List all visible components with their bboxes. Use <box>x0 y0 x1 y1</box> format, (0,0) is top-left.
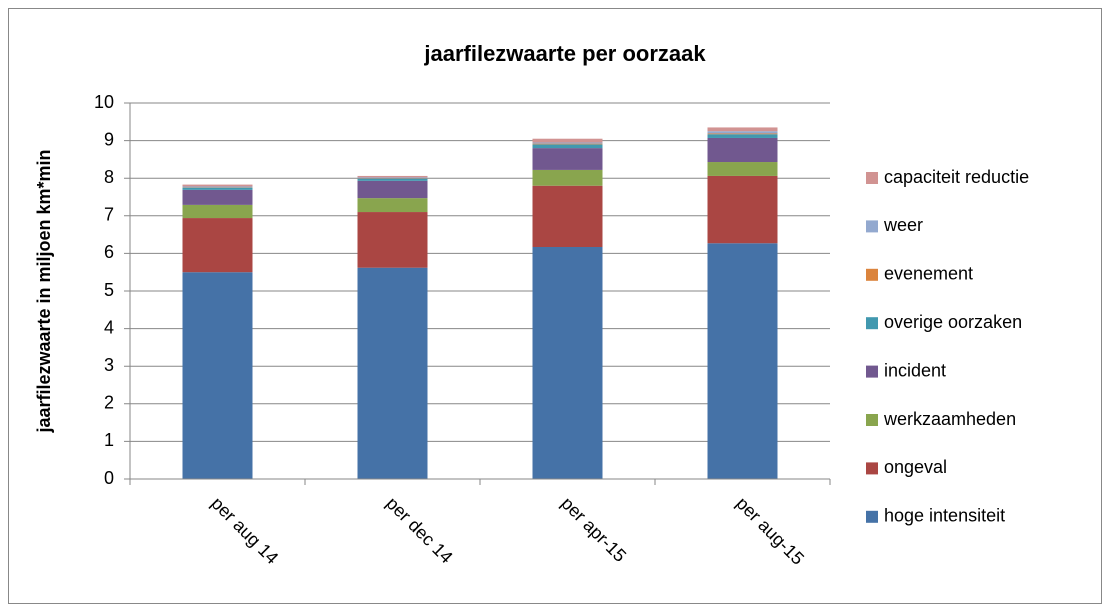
bar-segment <box>707 162 778 176</box>
legend-swatch <box>866 220 878 233</box>
bar-segment <box>357 180 428 199</box>
bar-segment <box>707 133 778 135</box>
legend-swatch <box>866 414 878 426</box>
legend-swatch <box>866 172 878 184</box>
legend-label: ongeval <box>884 457 947 477</box>
legend-swatch <box>866 510 878 523</box>
bar-segment <box>182 187 253 190</box>
bar-segment <box>532 138 603 143</box>
legend-label: weer <box>883 215 923 235</box>
legend-label: incident <box>884 360 946 380</box>
bar-segment <box>357 178 428 181</box>
y-tick-label: 10 <box>94 92 114 112</box>
y-tick-label: 2 <box>104 393 114 413</box>
bar-segment <box>532 144 603 149</box>
y-tick-label: 6 <box>104 242 114 262</box>
y-tick-label: 5 <box>104 280 114 300</box>
y-tick-label: 0 <box>104 468 114 488</box>
bar-segment <box>182 189 253 205</box>
bar-segment <box>357 177 428 179</box>
bar-segment <box>182 186 253 188</box>
legend-label: hoge intensiteit <box>884 506 1005 526</box>
bar-segment <box>707 243 778 479</box>
chart-title: jaarfilezwaarte per oorzaak <box>423 41 706 66</box>
bar-segment <box>532 169 603 186</box>
bar-segment <box>707 175 778 244</box>
legend-label: werkzaamheden <box>883 409 1016 429</box>
legend-label: evenement <box>884 264 973 284</box>
bar-segment <box>707 137 778 163</box>
bar-segment <box>532 148 603 170</box>
bar-segment <box>707 131 778 134</box>
bar-segment <box>357 212 428 268</box>
bar-segment <box>707 134 778 138</box>
y-tick-label: 3 <box>104 355 114 375</box>
bar-segment <box>357 267 428 479</box>
legend-swatch <box>866 268 878 281</box>
bar-segment <box>182 272 253 479</box>
y-tick-label: 1 <box>104 430 114 450</box>
bar-segment <box>532 247 603 479</box>
legend-label: capaciteit reductie <box>884 167 1029 187</box>
y-tick-label: 4 <box>104 317 114 337</box>
bar-segment <box>357 175 428 178</box>
bar-segment <box>182 184 253 187</box>
legend-swatch <box>866 365 878 378</box>
bar-segment <box>532 143 603 145</box>
y-tick-label: 8 <box>104 167 114 187</box>
y-tick-label: 9 <box>104 129 114 149</box>
legend-swatch <box>866 462 878 475</box>
bar-segment <box>182 204 253 219</box>
legend-label: overige oorzaken <box>884 312 1022 332</box>
y-tick-label: 7 <box>104 205 114 225</box>
bar-segment <box>357 198 428 213</box>
legend-swatch <box>866 317 878 330</box>
bar-segment <box>707 127 778 132</box>
y-axis-label: jaarfilezwaarte in miljoen km*min <box>34 149 54 433</box>
bar-segment <box>182 218 253 273</box>
bar-segment <box>532 142 603 144</box>
bar-segment <box>532 185 603 248</box>
